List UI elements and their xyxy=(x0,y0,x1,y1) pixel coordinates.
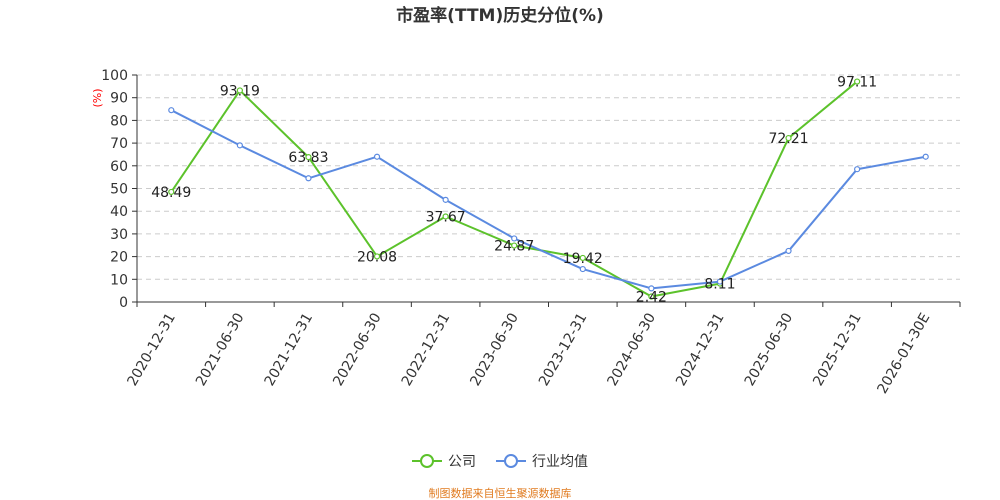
y-tick-label: 10 xyxy=(110,272,128,288)
legend-label: 公司 xyxy=(448,454,476,470)
data-point xyxy=(922,153,929,160)
x-tick-label: 2024-06-30 xyxy=(605,310,660,388)
y-tick-label: 30 xyxy=(110,227,128,243)
data-point xyxy=(785,134,792,142)
data-point xyxy=(648,293,655,300)
y-tick-label: 40 xyxy=(110,204,128,220)
y-axis-ticks: 0 10 20 30 40 50 60 70 80 90 100 xyxy=(101,68,137,311)
data-point xyxy=(236,142,243,149)
legend-item[interactable]: 行业均值 xyxy=(496,454,588,470)
data-label: 48.49 xyxy=(151,185,191,201)
legend-marker xyxy=(504,454,518,468)
data-point xyxy=(716,278,724,285)
data-label: 2.42 xyxy=(636,290,667,306)
data-point xyxy=(305,175,312,182)
data-point xyxy=(785,247,792,255)
data-label: 19.42 xyxy=(563,251,603,267)
axes xyxy=(136,75,960,303)
data-labels: 48.49 93.19 63.83 20.08 37.67 24.87 19.42 2.42 8… xyxy=(151,75,877,306)
data-point xyxy=(511,235,518,242)
data-label: 37.67 xyxy=(426,209,466,225)
chart-title: 市盈率(TTM)历史分位(%) xyxy=(396,5,604,26)
y-tick-label: 70 xyxy=(110,136,128,152)
data-point xyxy=(168,188,175,196)
series-line-1 xyxy=(170,109,926,290)
data-label: 97.11 xyxy=(837,75,877,91)
data-label: 72.21 xyxy=(768,131,808,147)
data-point xyxy=(854,78,861,85)
data-point xyxy=(442,213,449,220)
x-tick-label: 2021-06-30 xyxy=(193,310,248,388)
data-point xyxy=(168,107,175,114)
x-tick-label: 2023-06-30 xyxy=(467,310,522,388)
data-label: 8.11 xyxy=(704,277,735,293)
data-label: 20.08 xyxy=(357,249,397,265)
data-label: 24.87 xyxy=(494,239,534,255)
data-point xyxy=(648,285,655,292)
legend-item[interactable]: 公司 xyxy=(412,454,476,470)
series-line-0 xyxy=(170,80,858,298)
legend-marker xyxy=(420,454,434,468)
legend: 公司 行业均值 xyxy=(412,454,588,470)
series-layer xyxy=(168,78,929,300)
y-tick-label: 100 xyxy=(101,68,128,84)
x-tick-label: 2026-01-30E xyxy=(874,310,933,396)
source-note: 制图数据来自恒生聚源数据库 xyxy=(429,486,572,500)
x-tick-label: 2021-12-31 xyxy=(262,310,317,388)
y-tick-label: 20 xyxy=(110,250,128,266)
data-point xyxy=(236,87,243,94)
x-tick-label: 2020-12-31 xyxy=(124,310,179,388)
data-label: 63.83 xyxy=(288,150,328,166)
data-point xyxy=(854,166,861,173)
data-point xyxy=(442,196,449,203)
y-tick-label: 60 xyxy=(110,159,128,175)
data-point xyxy=(511,242,518,249)
data-point xyxy=(579,254,586,262)
data-point xyxy=(305,154,312,161)
legend-label: 行业均值 xyxy=(532,454,588,470)
data-label: 93.19 xyxy=(220,83,260,99)
data-point xyxy=(373,253,381,260)
data-point xyxy=(373,153,381,160)
x-tick-label: 2024-12-31 xyxy=(673,310,728,388)
x-axis-ticks: 2020-12-31 2021-06-30 2021-12-31 2022-06-30… xyxy=(124,302,961,397)
x-tick-label: 2022-06-30 xyxy=(330,310,385,388)
y-axis-unit-label: (%) xyxy=(91,88,104,107)
y-tick-label: 90 xyxy=(110,91,128,107)
data-point xyxy=(579,265,586,273)
x-tick-label: 2025-12-31 xyxy=(810,310,865,388)
x-tick-label: 2025-06-30 xyxy=(742,310,797,388)
grid-lines xyxy=(137,74,960,280)
y-tick-label: 0 xyxy=(119,295,128,311)
y-tick-label: 50 xyxy=(110,182,128,198)
x-tick-label: 2023-12-31 xyxy=(536,310,591,388)
x-tick-label: 2022-12-31 xyxy=(399,310,454,388)
y-tick-label: 80 xyxy=(110,113,128,129)
